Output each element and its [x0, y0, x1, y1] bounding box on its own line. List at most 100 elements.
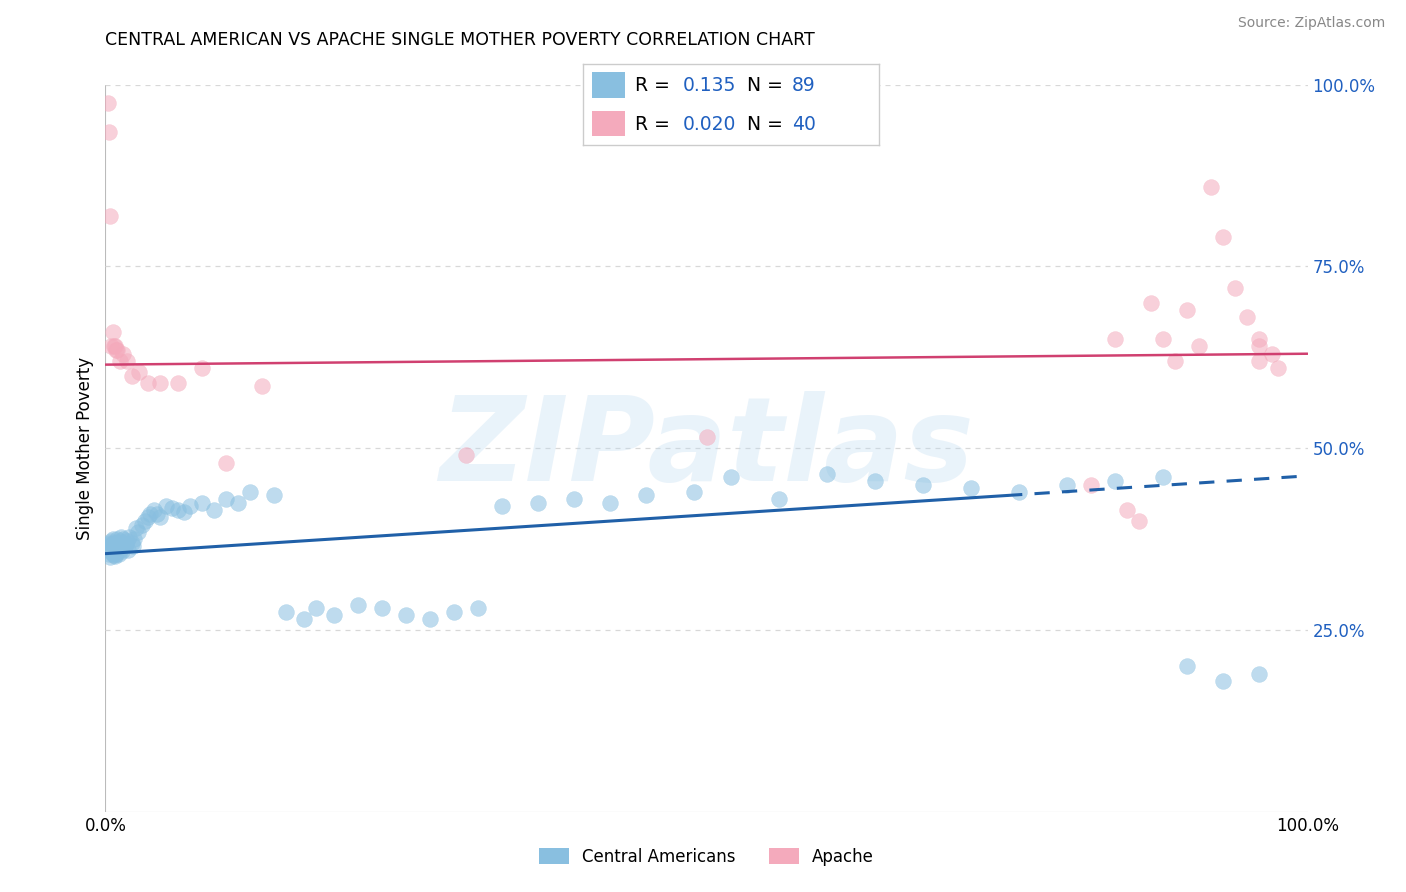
Point [1175, 303, 1198, 318]
Text: N =: N = [748, 77, 787, 95]
Point [911, 477, 934, 491]
Point [1152, 470, 1174, 484]
Point [121, 535, 143, 549]
Point [683, 484, 706, 499]
Point [1249, 332, 1271, 346]
Point [1128, 514, 1150, 528]
Point [105, 547, 128, 561]
Point [104, 544, 127, 558]
Point [134, 514, 156, 528]
Point [250, 379, 273, 393]
Point [214, 492, 236, 507]
Point [139, 507, 162, 521]
Point [100, 339, 122, 353]
Point [263, 488, 285, 502]
Point [160, 500, 183, 515]
Point [115, 354, 138, 368]
Point [292, 612, 315, 626]
Point [146, 507, 169, 521]
Point [1175, 659, 1198, 673]
Point [107, 532, 129, 546]
Point [190, 361, 212, 376]
Point [112, 532, 135, 546]
Point [101, 532, 124, 546]
Point [110, 530, 132, 544]
Point [112, 347, 135, 361]
Point [1152, 332, 1174, 346]
Point [443, 605, 465, 619]
Point [136, 376, 159, 390]
Point [111, 535, 134, 549]
Point [124, 521, 146, 535]
Point [1104, 474, 1126, 488]
Point [815, 467, 838, 481]
Point [562, 492, 585, 507]
Point [107, 343, 129, 357]
Text: 40: 40 [792, 115, 815, 134]
Point [347, 598, 370, 612]
Point [100, 544, 122, 558]
Point [98, 540, 121, 554]
Text: Source: ZipAtlas.com: Source: ZipAtlas.com [1237, 16, 1385, 30]
Point [636, 488, 658, 502]
Point [117, 543, 139, 558]
Text: R =: R = [636, 115, 673, 134]
Point [1080, 477, 1102, 491]
Legend: Central Americans, Apache: Central Americans, Apache [531, 841, 882, 872]
Point [103, 339, 125, 353]
Point [101, 543, 124, 558]
Point [124, 532, 146, 546]
Point [107, 535, 129, 549]
Point [371, 601, 394, 615]
Point [454, 449, 477, 463]
Point [768, 492, 790, 507]
Point [121, 368, 143, 383]
Point [107, 547, 129, 561]
Point [1225, 281, 1247, 295]
Point [108, 543, 131, 558]
Point [103, 548, 125, 562]
Point [1056, 477, 1078, 491]
Point [202, 503, 225, 517]
Point [1188, 339, 1211, 353]
Point [115, 537, 138, 551]
Point [173, 505, 195, 519]
Point [97, 543, 120, 558]
Point [98, 550, 121, 565]
Point [108, 534, 131, 549]
Point [103, 535, 125, 549]
Point [720, 470, 742, 484]
Point [136, 510, 159, 524]
Point [114, 540, 136, 554]
Point [226, 496, 249, 510]
Point [1260, 347, 1282, 361]
Point [1008, 484, 1031, 499]
Point [155, 500, 177, 514]
Point [1236, 310, 1258, 325]
Point [1201, 179, 1223, 194]
Point [214, 456, 236, 470]
Point [491, 500, 513, 514]
Point [179, 500, 201, 514]
Text: 89: 89 [792, 77, 815, 95]
Point [103, 540, 125, 554]
Point [305, 601, 328, 615]
Point [142, 503, 165, 517]
Point [127, 524, 149, 539]
Point [101, 325, 124, 339]
Point [100, 534, 122, 549]
Point [101, 547, 124, 561]
Point [97, 95, 120, 110]
Point [98, 209, 121, 223]
Point [322, 608, 344, 623]
Point [107, 543, 129, 558]
Point [110, 540, 132, 554]
Point [105, 343, 128, 357]
Point [1249, 354, 1271, 368]
Point [111, 544, 134, 558]
Point [148, 510, 170, 524]
Point [274, 605, 297, 619]
Point [527, 496, 550, 510]
Point [190, 496, 212, 510]
Point [104, 541, 127, 555]
